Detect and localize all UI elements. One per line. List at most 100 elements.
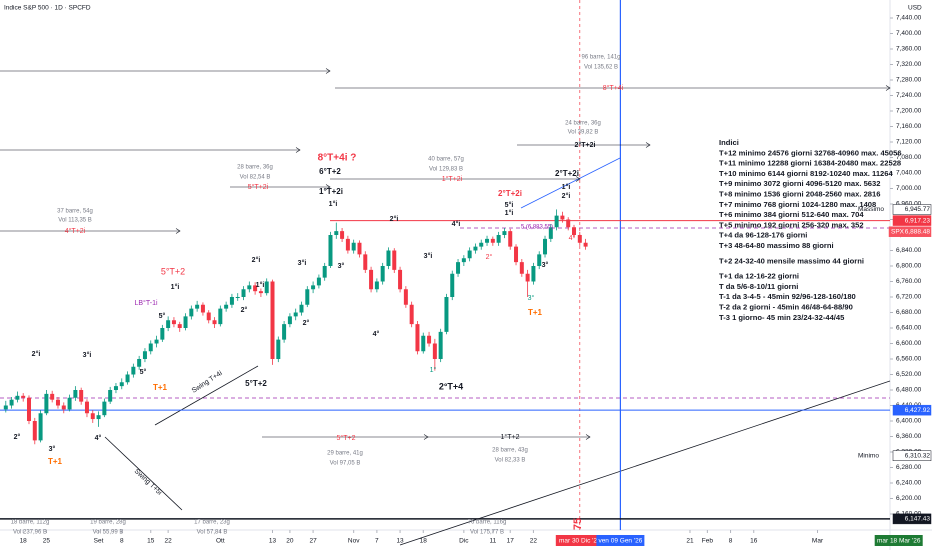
annotation: 4°i	[452, 220, 461, 228]
annotation: Vol 39,82 B	[568, 130, 599, 136]
annotation: Vol 135,62 B	[584, 65, 618, 71]
annotation: T+1	[528, 308, 543, 317]
y-tick-label: 6,200.00	[896, 495, 922, 502]
candle-body	[241, 289, 246, 297]
annotation: 2°T+2i	[498, 189, 522, 198]
level-box	[888, 226, 932, 237]
y-tick-label: 6,280.00	[896, 464, 922, 471]
candle-body	[235, 297, 240, 298]
candle-body	[125, 374, 130, 383]
candle-body	[421, 335, 426, 352]
annotation: 96 barre, 141g	[581, 55, 620, 61]
swing-line	[104, 436, 183, 511]
x-tick-label: Dic	[459, 538, 469, 545]
candle-body	[131, 366, 136, 375]
annotation: Vol 82,33 B	[495, 458, 526, 464]
y-tick-label: 7,280.00	[896, 77, 922, 84]
y-tick-label: 7,360.00	[896, 46, 922, 53]
candle-body	[148, 343, 153, 352]
candle-body	[543, 238, 548, 255]
candle-body	[177, 324, 182, 328]
candle-body	[392, 250, 397, 270]
range-arrow	[325, 68, 331, 74]
annotation: 1°T+2i	[319, 187, 343, 196]
annotation: 5°T+2i	[248, 183, 269, 191]
candle-body	[444, 297, 449, 332]
annotation: Vol 57,84 B	[197, 530, 228, 536]
candle-body	[270, 281, 275, 359]
candle-body	[102, 401, 107, 416]
x-tick-label: 11	[489, 538, 496, 545]
x-tick-label: Mar	[812, 538, 824, 545]
x-tick-label: 7	[375, 538, 379, 545]
annotation: 75	[572, 518, 584, 530]
annotation: 1°T+2i	[442, 175, 463, 183]
annotation: 4°	[373, 330, 380, 338]
annotation: Vol 97,05 B	[330, 461, 361, 467]
level-symbol: SPX	[891, 228, 905, 235]
candle-body	[432, 343, 437, 359]
range-arrow	[575, 176, 581, 182]
candle-body	[490, 238, 495, 243]
candle-body	[456, 262, 461, 274]
chart-title: Indice S&P 500 · 1D · SPCFD	[4, 5, 91, 12]
candle-body	[119, 382, 124, 387]
candle-body	[305, 289, 310, 305]
candle-body	[258, 291, 263, 294]
candle-body	[32, 421, 37, 441]
y-tick-label: 7,080.00	[896, 154, 922, 161]
candle-body	[514, 246, 519, 263]
y-tick-label: 6,560.00	[896, 356, 922, 363]
level-caption: Massimo	[858, 206, 884, 213]
level-label: 6,945.77	[905, 206, 931, 213]
annotation: 2°i	[390, 215, 399, 223]
candle-body	[467, 250, 472, 259]
annotation: 5°	[159, 312, 166, 320]
candle-body	[508, 231, 513, 247]
candle-body	[206, 312, 211, 321]
y-tick-label: 7,320.00	[896, 61, 922, 68]
candle-body	[276, 339, 281, 359]
candle-body	[322, 266, 327, 278]
y-tick-label: 6,240.00	[896, 480, 922, 487]
candle-body	[9, 399, 14, 406]
annotation: 5°	[140, 368, 147, 376]
candle-body	[166, 320, 171, 328]
candle-body	[282, 324, 287, 340]
candle-body	[328, 235, 333, 266]
range-arrow	[295, 147, 301, 153]
candle-body	[299, 304, 304, 313]
y-tick-label: 6,760.00	[896, 278, 922, 285]
candle-body	[485, 238, 490, 243]
swing-line	[154, 365, 259, 426]
level-box	[892, 204, 932, 215]
candle-body	[537, 254, 542, 266]
candle-body	[3, 405, 8, 410]
annotation: 2°	[241, 306, 248, 314]
x-tick-label: 8	[120, 538, 124, 545]
candle-body	[340, 231, 345, 239]
annotation: 2°i	[32, 350, 41, 358]
candle-body	[38, 413, 43, 441]
annotation: 28 barre, 36g	[237, 165, 273, 171]
candle-body	[438, 331, 443, 359]
candle-body	[96, 415, 101, 420]
candle-body	[577, 235, 582, 243]
y-tick-label: 6,840.00	[896, 247, 922, 254]
annotation: 2°	[14, 433, 21, 441]
note-line: T+5 minimo 192 giorni 256-320 max. 352	[719, 220, 864, 229]
x-tick-label: 25	[43, 538, 51, 545]
x-tick-label: 15	[147, 538, 155, 545]
x-tick-label: 16	[750, 538, 758, 545]
annotation: 5°T+2	[245, 379, 267, 388]
annotation: 40 barre, 57g	[428, 157, 464, 163]
x-tick-label: Ott	[216, 538, 225, 545]
annotation: 3°i	[83, 351, 92, 359]
candle-body	[409, 304, 414, 325]
note-line: T+9 minimo 3072 giorni 4096-5120 max. 56…	[719, 179, 880, 188]
annotation: 2°T+2i	[555, 169, 579, 178]
